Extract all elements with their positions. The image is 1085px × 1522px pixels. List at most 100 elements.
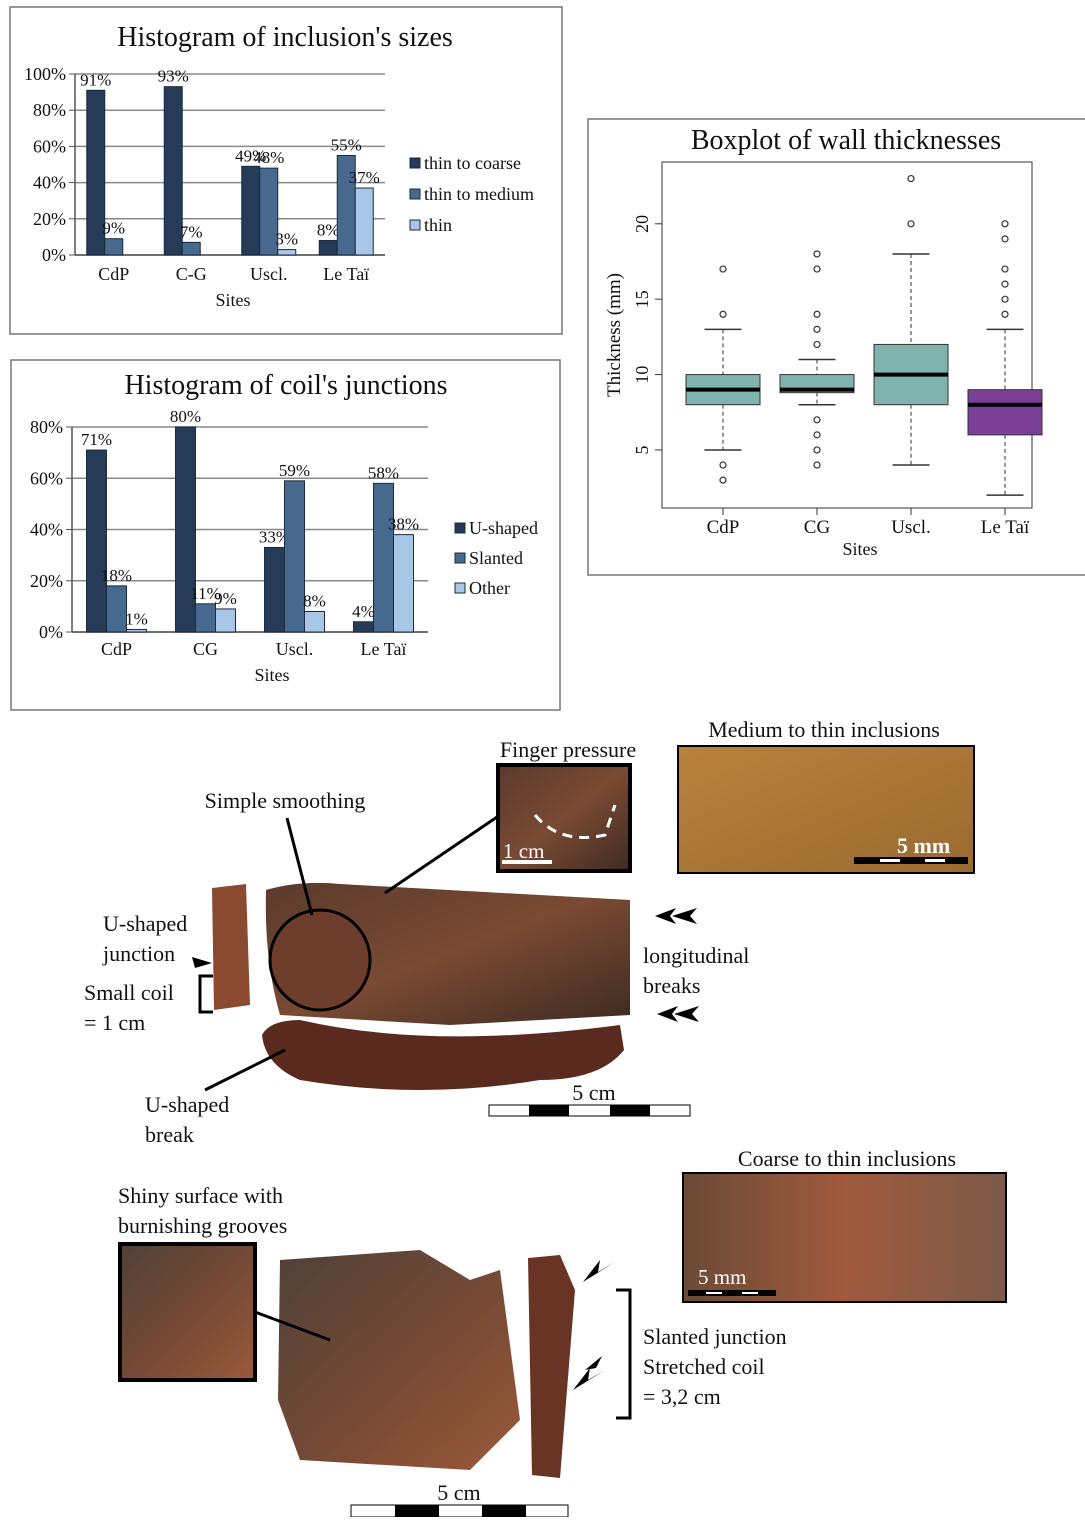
chart-title: Histogram of coil's junctions xyxy=(124,370,447,401)
legend-swatch xyxy=(409,188,421,200)
bar xyxy=(163,86,183,256)
annotation: Coarse to thin inclusions xyxy=(738,1146,956,1171)
bar xyxy=(284,480,305,633)
flier xyxy=(1001,220,1009,228)
y-tick-label: 0% xyxy=(39,622,63,642)
bar xyxy=(195,603,216,633)
annotation: = 3,2 cm xyxy=(643,1384,721,1409)
scale-bar xyxy=(688,1290,776,1296)
annotation: burnishing grooves xyxy=(118,1213,287,1238)
flier xyxy=(719,265,727,273)
value-label: 7% xyxy=(180,222,203,241)
legend-label: thin to coarse xyxy=(424,153,521,173)
flier xyxy=(719,310,727,318)
flier xyxy=(813,431,821,439)
medium-inclusions-photo xyxy=(677,745,975,874)
x-axis-label: Sites xyxy=(215,290,250,310)
x-tick-label: CG xyxy=(804,517,831,538)
y-axis-label: Thickness (mm) xyxy=(604,273,625,397)
value-label: 49% xyxy=(235,146,266,165)
bracket xyxy=(616,1288,632,1420)
value-label: 71% xyxy=(81,430,112,449)
value-label: 8% xyxy=(317,221,340,240)
annotation: U-shaped xyxy=(103,911,187,936)
bar xyxy=(304,611,325,633)
annotation: Medium to thin inclusions xyxy=(708,717,940,742)
y-tick-label: 5 xyxy=(632,445,652,454)
arrow xyxy=(655,908,697,924)
value-label: 37% xyxy=(349,168,380,187)
annotation: Stretched coil xyxy=(643,1354,765,1379)
value-label: 8% xyxy=(303,592,326,611)
sherd-2 xyxy=(278,1250,520,1470)
value-label: 3% xyxy=(275,230,298,249)
value-label: 58% xyxy=(368,463,399,482)
y-tick-label: 0% xyxy=(42,245,66,265)
bar xyxy=(373,482,394,633)
flier xyxy=(719,461,727,469)
y-tick-label: 80% xyxy=(33,100,66,120)
arrow xyxy=(657,1006,699,1022)
legend-label: Slanted xyxy=(469,548,523,568)
y-tick-label: 20% xyxy=(30,571,63,591)
flier xyxy=(813,340,821,349)
value-label: 18% xyxy=(101,566,132,585)
chart-frame xyxy=(587,118,1085,576)
y-tick-label: 80% xyxy=(30,417,63,437)
annotation: 5 mm xyxy=(698,1265,746,1289)
annotation: = 1 cm xyxy=(84,1010,145,1035)
scale-bar xyxy=(706,1292,722,1294)
value-label: 91% xyxy=(80,70,111,89)
scale-bar xyxy=(529,1105,569,1116)
legend-swatch xyxy=(409,157,421,169)
x-tick-label: Uscl. xyxy=(891,517,931,538)
x-tick-label: Le Taï xyxy=(323,264,369,284)
pointers xyxy=(198,813,632,1420)
pointer-line xyxy=(285,817,314,916)
arrow xyxy=(583,1252,615,1282)
scale-bar xyxy=(742,1292,758,1294)
bar xyxy=(181,241,201,256)
x-tick-label: Uscl. xyxy=(250,264,288,284)
value-label: 9% xyxy=(214,589,237,608)
bar xyxy=(126,628,147,633)
value-label: 38% xyxy=(388,515,419,534)
annotation: break xyxy=(145,1122,194,1147)
value-label: 59% xyxy=(279,461,310,480)
flier xyxy=(1001,280,1009,288)
value-label: 1% xyxy=(125,609,148,628)
scale-bar xyxy=(610,1105,650,1116)
x-tick-label: CG xyxy=(193,639,218,659)
annotation: 1 cm xyxy=(503,839,544,863)
flier xyxy=(907,174,915,183)
side-piece xyxy=(528,1255,575,1478)
y-tick-label: 40% xyxy=(33,173,66,193)
bar xyxy=(241,165,261,256)
value-label: 93% xyxy=(158,67,189,86)
value-label: 4% xyxy=(352,602,375,621)
arrows xyxy=(192,908,699,1390)
scale-bars xyxy=(350,857,968,1518)
annotation: U-shaped xyxy=(145,1092,229,1117)
bar xyxy=(86,449,107,633)
flier xyxy=(1001,265,1009,273)
y-tick-label: 60% xyxy=(33,136,66,156)
flier xyxy=(907,220,915,228)
flier xyxy=(813,265,821,273)
annotation: 5 cm xyxy=(437,1480,480,1505)
annotation: longitudinal xyxy=(643,943,749,968)
small-coil xyxy=(212,884,250,1010)
bar xyxy=(393,534,414,633)
flier xyxy=(719,476,727,484)
x-tick-label: CdP xyxy=(101,639,132,659)
legend-label: Other xyxy=(469,578,510,598)
coarse-inclusions-photo xyxy=(682,1172,1007,1303)
annotation: 5 mm xyxy=(897,833,950,858)
bar xyxy=(106,585,127,633)
flier xyxy=(1001,295,1009,303)
bar xyxy=(264,546,285,633)
x-tick-label: Le Taï xyxy=(981,517,1030,538)
x-tick-label: CdP xyxy=(707,517,740,538)
value-label: 48% xyxy=(253,148,284,167)
